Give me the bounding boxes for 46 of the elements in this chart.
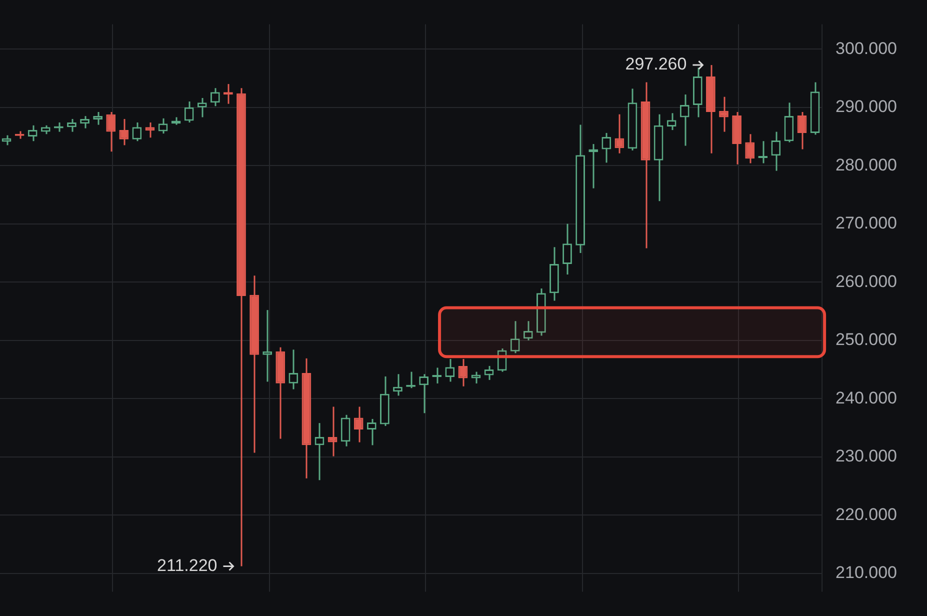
y-tick-label: 290.000 <box>836 97 897 116</box>
y-tick-label: 210.000 <box>836 563 897 582</box>
y-tick-label: 270.000 <box>836 214 897 233</box>
candlestick <box>432 366 442 384</box>
y-tick-label: 230.000 <box>836 446 897 466</box>
candlestick <box>366 418 376 446</box>
candlestick <box>28 124 38 142</box>
candlestick <box>471 371 481 384</box>
candlestick <box>614 114 624 154</box>
candlestick <box>340 414 350 448</box>
annotation: 297.260 <box>625 54 687 74</box>
candlestick <box>288 348 298 390</box>
candlestick <box>758 140 768 164</box>
candlestick <box>666 112 676 131</box>
y-tick-label: 240.000 <box>836 388 897 408</box>
candlestick <box>393 373 402 396</box>
candlestick <box>262 309 272 382</box>
candlestick <box>328 406 338 457</box>
candlestick <box>458 358 468 388</box>
candlestick <box>106 111 116 152</box>
candlestick <box>67 118 76 133</box>
candlestick <box>93 111 102 126</box>
y-tick-label: 220.000 <box>836 504 897 524</box>
candlestick <box>719 96 728 133</box>
annotation: 211.220 <box>157 556 218 575</box>
candlestick <box>314 422 324 481</box>
candlestick <box>797 111 807 150</box>
y-tick-label: 280.000 <box>836 155 897 174</box>
candlestick <box>745 133 755 164</box>
candlestick <box>680 94 690 147</box>
y-tick-label: 250.000 <box>836 330 897 350</box>
candlestick <box>80 115 90 130</box>
candlestick <box>354 406 364 444</box>
y-tick-label: 300.000 <box>836 38 897 58</box>
candlestick <box>419 373 429 414</box>
candlestick <box>145 122 155 138</box>
candlestick <box>119 118 129 146</box>
candlestick <box>523 320 533 342</box>
candlestick <box>484 365 494 381</box>
candlestick <box>158 118 168 134</box>
candlestick <box>2 134 12 146</box>
candlestick <box>497 348 507 373</box>
candlestick <box>562 223 572 276</box>
candlestick <box>784 102 794 144</box>
y-tick-label: 260.000 <box>836 272 897 291</box>
candlestick <box>197 97 207 118</box>
